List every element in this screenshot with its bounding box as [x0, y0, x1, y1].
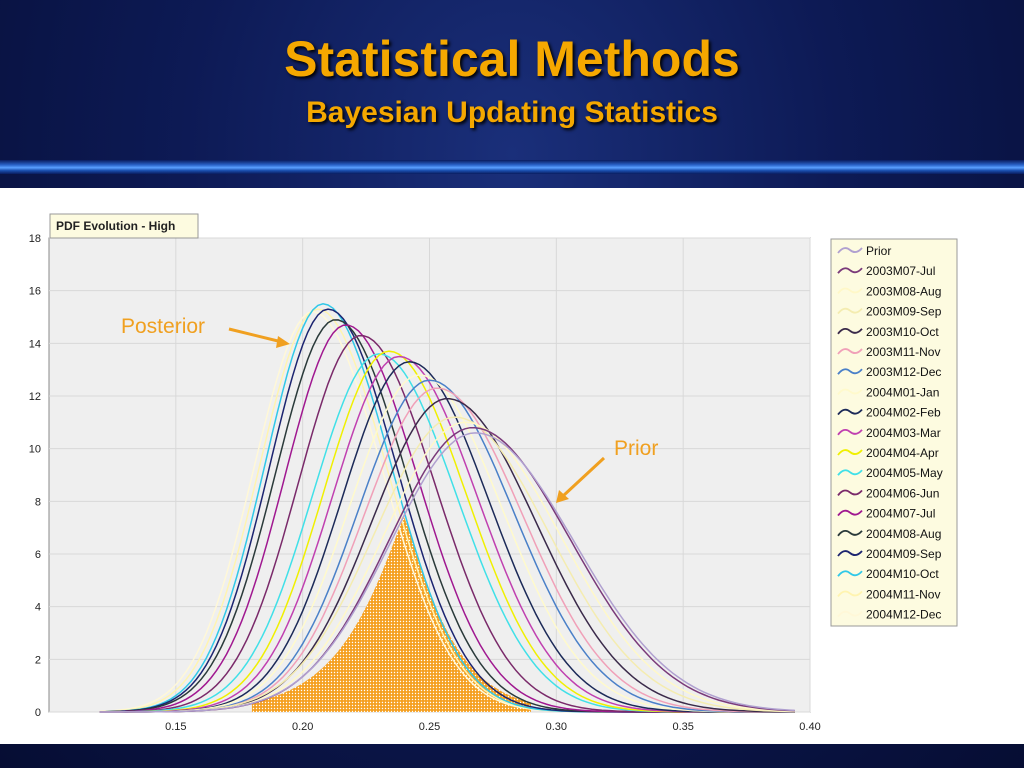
- legend-swatch: [837, 509, 863, 517]
- shaded-area: [251, 517, 531, 712]
- y-tick-label: 16: [29, 286, 41, 298]
- legend-entry: 2004M03-Mar: [866, 426, 941, 440]
- slide-subtitle: Bayesian Updating Statistics: [306, 96, 718, 129]
- posterior-annotation: Posterior: [121, 315, 290, 348]
- x-tick-label: 0.40: [799, 721, 820, 733]
- prior-label: Prior: [614, 437, 658, 460]
- legend-swatch: [837, 590, 863, 597]
- series-line: [99, 374, 795, 713]
- legend-entry: 2004M08-Aug: [866, 527, 941, 541]
- series-line: [99, 361, 795, 713]
- chart-panel: 0 2 4 6 8 10 12 14 16 18 0.15 0.20 0.25 0.30 0.35 0.40 …: [0, 188, 1024, 744]
- x-tick-label: 0.15: [165, 721, 186, 733]
- y-tick-label: 0: [35, 707, 41, 719]
- prior-annotation: Prior: [556, 437, 658, 503]
- legend-swatch: [837, 529, 863, 537]
- legend-swatch: [837, 469, 863, 476]
- legend-swatch: [837, 550, 863, 557]
- legend-entry: 2004M12-Dec: [866, 608, 941, 622]
- y-tick-label: 14: [29, 338, 41, 350]
- slide-header: Statistical Methods Bayesian Updating St…: [0, 0, 1024, 160]
- title-divider: [0, 160, 1024, 174]
- y-tick-label: 18: [29, 233, 41, 245]
- chart-legend: Prior 2003M07-Jul 2003M08-Aug 2003M09-Sep 20…: [830, 238, 958, 627]
- legend-swatch: [837, 570, 863, 577]
- axis-labels: 0 2 4 6 8 10 12 14 16 18 0.15 0.20 0.25 0.30 0.35 0.40: [29, 233, 821, 733]
- legend-entry: Prior: [866, 244, 891, 258]
- legend-entry: 2004M11-Nov: [866, 587, 940, 601]
- posterior-label: Posterior: [121, 315, 205, 338]
- legend-entry: 2004M06-Jun: [866, 486, 939, 500]
- legend-entry: 2003M11-Nov: [866, 345, 940, 359]
- series-lines: [99, 303, 795, 713]
- prior-arrow: [561, 456, 606, 498]
- y-tick-label: 4: [35, 602, 41, 614]
- y-tick-label: 2: [35, 654, 41, 666]
- legend-swatch: [837, 489, 863, 496]
- legend-swatch: [837, 449, 863, 456]
- prior-arrowhead: [556, 490, 569, 503]
- y-tick-label: 6: [35, 549, 41, 561]
- y-tick-label: 12: [29, 391, 41, 403]
- legend-swatch: [837, 428, 863, 436]
- legend-swatch: [837, 287, 863, 294]
- legend-entry: 2004M02-Feb: [866, 406, 941, 420]
- legend-swatch: [837, 348, 863, 355]
- legend-swatch: [837, 327, 863, 335]
- legend-entry: 2004M10-Oct: [866, 567, 939, 581]
- y-tick-label: 10: [29, 444, 41, 456]
- legend-swatch: [837, 307, 863, 315]
- legend-entry: 2004M04-Apr: [866, 446, 939, 460]
- legend-entry: 2004M07-Jul: [866, 507, 935, 521]
- slide-title: Statistical Methods: [284, 31, 740, 87]
- series-line: [99, 432, 795, 713]
- posterior-arrowhead: [276, 336, 290, 348]
- legend-entry: 2003M12-Dec: [866, 365, 941, 379]
- chart-title-badge: PDF Evolution - High: [49, 213, 199, 239]
- legend-entry: 2003M07-Jul: [866, 264, 935, 278]
- chart-title: PDF Evolution - High: [56, 219, 175, 233]
- x-tick-label: 0.35: [672, 721, 693, 733]
- legend-entry: 2003M08-Aug: [866, 284, 941, 298]
- x-tick-label: 0.20: [292, 721, 313, 733]
- legend-entry: 2004M05-May: [866, 466, 943, 480]
- shaded-area-layer: [251, 517, 531, 712]
- legend-swatch: [837, 610, 863, 618]
- legend-swatch: [837, 408, 863, 416]
- series-line: [99, 416, 795, 713]
- legend-entry: 2003M10-Oct: [866, 325, 939, 339]
- x-tick-label: 0.30: [546, 721, 567, 733]
- legend-swatch: [837, 388, 863, 395]
- legend-entry: 2003M09-Sep: [866, 305, 942, 319]
- posterior-arrow: [228, 327, 283, 344]
- y-tick-label: 8: [35, 496, 41, 508]
- legend-swatch: [837, 368, 863, 375]
- legend-entry: 2004M01-Jan: [866, 385, 939, 399]
- legend-swatch: [837, 247, 863, 254]
- x-tick-label: 0.25: [419, 721, 440, 733]
- legend-swatch: [837, 267, 863, 274]
- legend-entry: 2004M09-Sep: [866, 547, 942, 561]
